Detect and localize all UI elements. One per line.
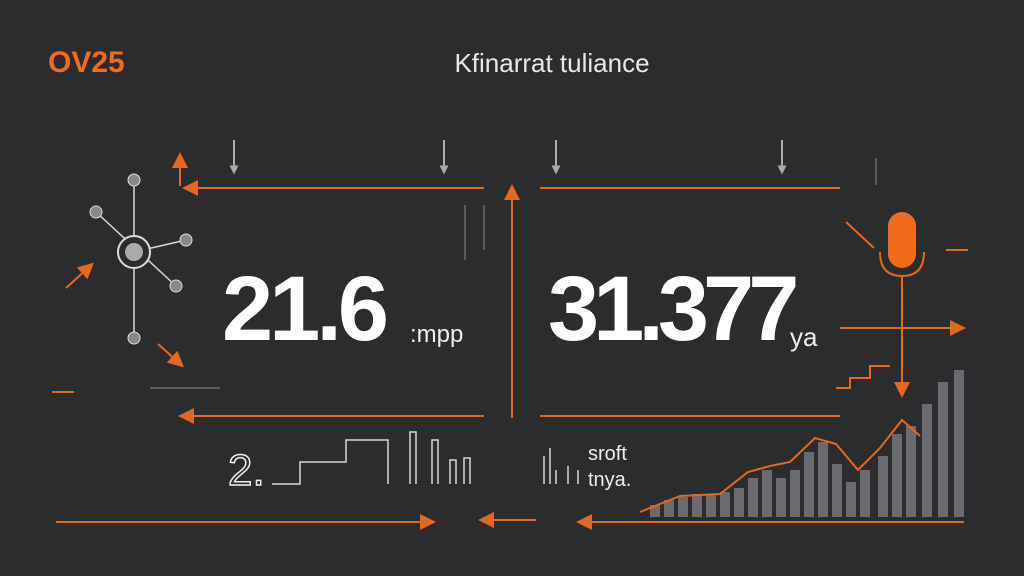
footer-line: sroft [588,443,627,465]
metric-value: 21.6 [222,258,386,360]
title: Kfinarrat tuliance [454,48,649,78]
footer-line: tnya. [588,469,631,491]
metric-value: 31.377 [548,258,796,360]
brand: OV25 [48,46,125,79]
metric-unit: ya [790,322,818,352]
metric-unit: :mpp [410,321,463,348]
decorations [52,140,968,530]
footer-code: 2. [228,446,265,495]
